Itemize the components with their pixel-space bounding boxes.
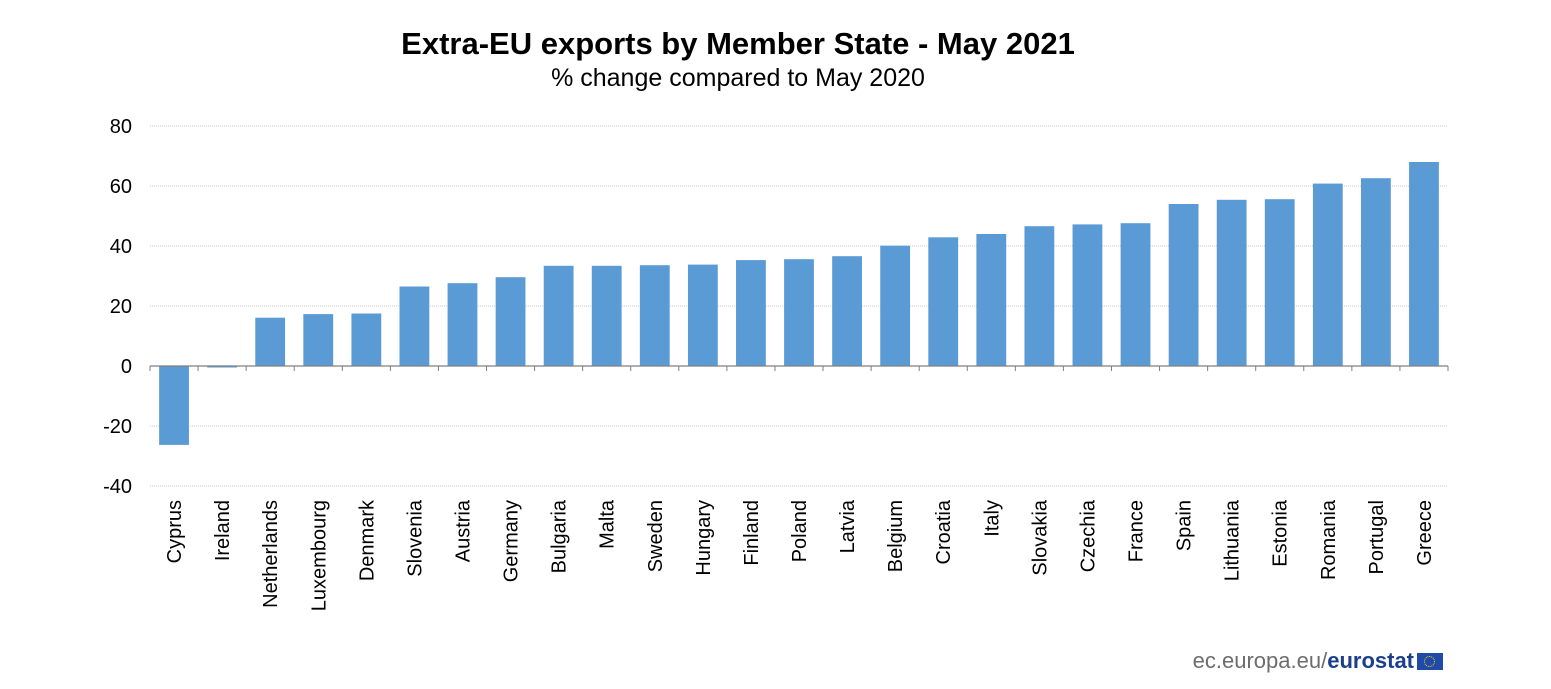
chart-subtitle: % change compared to May 2020 — [551, 64, 925, 92]
x-tick-label: Finland — [741, 500, 763, 566]
bar-luxembourg — [303, 314, 334, 366]
bar-netherlands — [255, 317, 286, 366]
bar-finland — [736, 260, 766, 366]
y-tick-label: 20 — [110, 296, 132, 318]
x-tick-label: Hungary — [693, 500, 715, 576]
bar-romania — [1312, 183, 1343, 366]
bar-czechia — [1072, 224, 1103, 366]
eu-flag-icon — [1417, 652, 1443, 670]
x-tick-label: Lithuania — [1222, 499, 1244, 581]
bar-bulgaria — [543, 265, 574, 366]
y-tick-label: 0 — [121, 356, 132, 378]
x-tick-label: Cyprus — [164, 500, 186, 563]
bar-germany — [495, 277, 526, 366]
x-tick-label: Belgium — [885, 500, 907, 572]
x-tick-label: Estonia — [1270, 499, 1292, 567]
x-tick-label: Greece — [1414, 500, 1436, 566]
x-tick-label: Ireland — [212, 500, 234, 561]
bar-lithuania — [1216, 199, 1247, 366]
x-tick-label: Netherlands — [260, 500, 282, 608]
source-site: ec.europa.eu/ — [1192, 648, 1328, 673]
bar-sweden — [639, 265, 670, 366]
bar-france — [1120, 223, 1151, 366]
source-brand: eurostat — [1327, 648, 1414, 673]
x-tick-label: Austria — [452, 499, 474, 562]
bar-greece — [1409, 162, 1439, 366]
x-tick-label: Slovenia — [404, 499, 426, 577]
x-tick-label: Poland — [789, 500, 811, 562]
x-tick-label: Portugal — [1366, 500, 1388, 575]
chart-title: Extra-EU exports by Member State - May 2… — [401, 26, 1075, 61]
x-tick-label: Luxembourg — [308, 500, 330, 611]
y-tick-label: 80 — [110, 116, 132, 138]
y-tick-label: 60 — [110, 176, 132, 198]
x-tick-label: Croatia — [933, 499, 955, 564]
bar-italy — [976, 234, 1007, 366]
bar-estonia — [1264, 199, 1295, 366]
bar-slovakia — [1024, 226, 1055, 366]
x-tick-label: Germany — [501, 500, 523, 582]
bar-portugal — [1360, 178, 1391, 366]
bar-hungary — [687, 264, 718, 366]
y-tick-label: 40 — [110, 236, 132, 258]
y-tick-label: -40 — [103, 476, 132, 498]
x-tick-label: Bulgaria — [549, 499, 571, 573]
x-tick-label: Spain — [1174, 500, 1196, 551]
x-tick-label: Denmark — [356, 499, 378, 581]
bar-malta — [591, 265, 622, 366]
bar-latvia — [832, 256, 862, 366]
bar-denmark — [351, 313, 382, 366]
x-tick-label: Czechia — [1077, 499, 1099, 572]
bar-ireland — [207, 366, 238, 368]
bar-cyprus — [159, 366, 189, 445]
x-tick-label: Slovakia — [1029, 499, 1051, 575]
bar-austria — [447, 283, 478, 366]
bar-poland — [784, 259, 814, 366]
bar-slovenia — [399, 286, 430, 366]
source-footer: ec.europa.eu/eurostat — [1193, 648, 1443, 674]
x-tick-label: Italy — [981, 500, 1003, 537]
x-tick-label: Sweden — [645, 500, 667, 572]
bar-spain — [1168, 204, 1199, 366]
x-tick-label: Malta — [597, 499, 619, 549]
bar-croatia — [928, 237, 959, 366]
x-tick-label: France — [1126, 500, 1148, 562]
x-tick-label: Romania — [1318, 499, 1340, 580]
x-tick-label: Latvia — [837, 499, 859, 553]
bar-belgium — [880, 245, 911, 366]
y-tick-label: -20 — [103, 416, 132, 438]
